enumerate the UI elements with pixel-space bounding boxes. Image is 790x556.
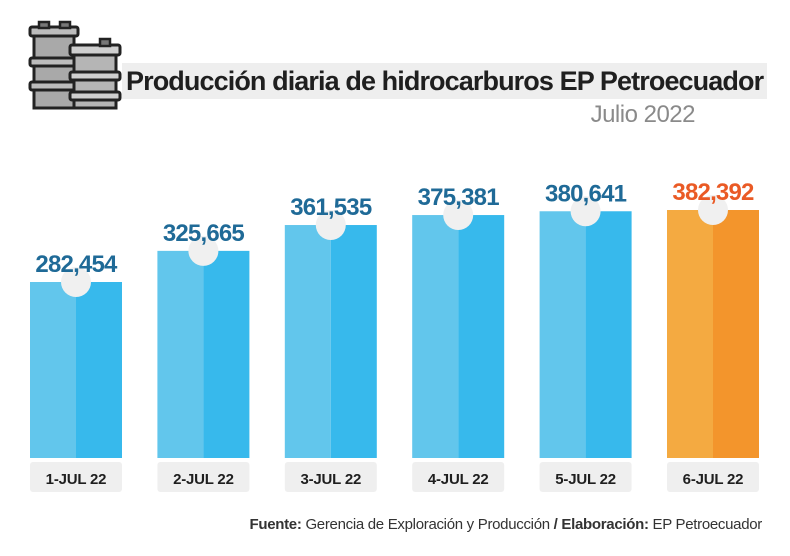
bar-left-half <box>30 282 76 458</box>
source-value: Gerencia de Exploración y Producción <box>305 516 550 533</box>
bar-right-half <box>76 282 122 458</box>
bar <box>157 235 250 458</box>
bar-right-half <box>585 211 632 458</box>
bar-value-label: 380,641 <box>545 180 627 207</box>
bar <box>667 195 759 458</box>
bar-notch <box>570 196 601 227</box>
bar-notch <box>698 195 728 225</box>
category-label: 3-JUL 22 <box>300 471 361 488</box>
bar-left-half <box>284 225 331 458</box>
bar-left-half <box>667 210 713 458</box>
category-label: 1-JUL 22 <box>46 471 107 488</box>
bar <box>412 200 505 458</box>
category-pill <box>30 462 122 492</box>
bar <box>30 267 122 458</box>
bar-value-label: 375,381 <box>418 184 500 211</box>
source-note: Fuente: Gerencia de Exploración y Produc… <box>249 515 762 535</box>
bar-left-half <box>539 211 586 458</box>
credit-label: Elaboración: <box>561 516 649 533</box>
bar <box>539 196 632 458</box>
bar-right-half <box>458 215 505 458</box>
credit-value: EP Petroecuador <box>652 516 763 533</box>
bar-left-half <box>157 250 204 458</box>
category-pill <box>667 462 759 492</box>
bar-right-half <box>713 210 759 458</box>
bar-notch <box>443 200 474 231</box>
source-separator: / <box>553 516 558 533</box>
bar-right-half <box>330 225 377 458</box>
chart-subtitle: Julio 2022 <box>590 101 696 128</box>
source-label: Fuente: <box>249 516 302 533</box>
category-pill <box>412 462 505 492</box>
bar-value-label: 361,535 <box>290 194 372 221</box>
category-pill <box>157 462 250 492</box>
bar-notch <box>61 267 91 297</box>
bar-value-label: 325,665 <box>163 220 245 247</box>
bar-value-label: 382,392 <box>672 179 754 206</box>
category-label: 6-JUL 22 <box>683 471 744 488</box>
category-pill <box>539 462 632 492</box>
category-label: 5-JUL 22 <box>555 471 616 488</box>
category-label: 4-JUL 22 <box>428 471 489 488</box>
bar-left-half <box>412 215 459 458</box>
chart-title: Producción diaria de hidrocarburos EP Pe… <box>122 63 768 99</box>
bar-value-label: 282,454 <box>35 251 118 278</box>
oil-barrels-icon <box>28 20 122 110</box>
category-label: 2-JUL 22 <box>173 471 234 488</box>
bar-notch <box>315 210 346 241</box>
bar-notch <box>188 235 219 266</box>
bar-right-half <box>203 250 250 458</box>
category-pill <box>284 462 377 492</box>
bar <box>284 210 377 458</box>
